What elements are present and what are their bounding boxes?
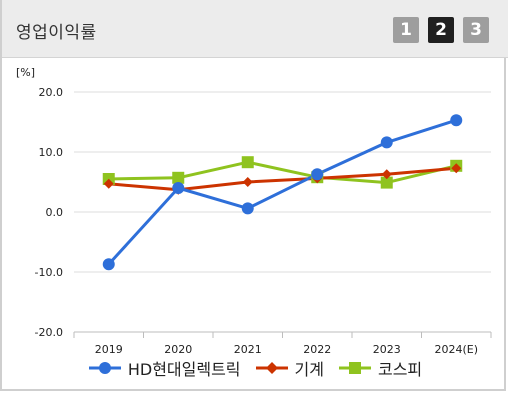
x-tick-label: 2021 bbox=[234, 343, 262, 356]
y-tick-label: 10.0 bbox=[39, 146, 64, 159]
legend-item-series-1: 기계 bbox=[255, 356, 324, 380]
chart-panel: 영업이익률 1 2 3 bbox=[0, 0, 508, 391]
panel-title: 영업이익률 bbox=[16, 23, 97, 43]
chart-legend: HD현대일렉트릭 기계 코스피 bbox=[0, 356, 510, 380]
square-marker-icon bbox=[338, 362, 371, 374]
tab-2[interactable]: 2 bbox=[428, 17, 454, 43]
data-point bbox=[450, 114, 463, 127]
x-tick-label: 2023 bbox=[373, 343, 401, 356]
tab-1[interactable]: 1 bbox=[393, 17, 419, 43]
tab-3[interactable]: 3 bbox=[463, 17, 489, 43]
legend-label: HD현대일렉트릭 bbox=[127, 360, 241, 379]
y-tick-label: 0.0 bbox=[46, 206, 64, 219]
data-point bbox=[380, 136, 393, 149]
data-point bbox=[241, 202, 254, 215]
legend-item-series-0: HD현대일렉트릭 bbox=[88, 356, 241, 380]
series-line bbox=[107, 118, 457, 266]
data-point bbox=[311, 168, 324, 181]
page-tabs: 1 2 3 bbox=[393, 17, 489, 43]
circle-marker-icon bbox=[88, 362, 121, 374]
data-point bbox=[172, 171, 185, 184]
x-tick-label: 2020 bbox=[164, 343, 192, 356]
x-tick-label: 2024(E) bbox=[434, 343, 478, 356]
data-point bbox=[172, 182, 185, 194]
y-tick-label: -10.0 bbox=[35, 266, 63, 279]
data-point bbox=[380, 176, 393, 189]
panel-header: 영업이익률 1 2 3 bbox=[2, 0, 508, 58]
legend-item-series-2: 코스피 bbox=[338, 356, 422, 380]
x-tick-label: 2019 bbox=[95, 343, 123, 356]
y-tick-label: 20.0 bbox=[39, 86, 64, 99]
data-point bbox=[241, 156, 254, 169]
series-line bbox=[108, 160, 457, 185]
diamond-marker-icon bbox=[255, 362, 288, 374]
y-tick-label: -20.0 bbox=[35, 326, 63, 339]
data-point bbox=[103, 178, 114, 189]
y-unit-label: [%] bbox=[16, 66, 35, 79]
x-tick-label: 2022 bbox=[303, 343, 331, 356]
data-point bbox=[381, 169, 392, 180]
data-point bbox=[102, 258, 115, 271]
legend-label: 코스피 bbox=[377, 360, 423, 379]
series-line bbox=[108, 166, 457, 192]
legend-label: 기계 bbox=[294, 360, 324, 379]
data-point bbox=[242, 177, 253, 187]
data-point bbox=[451, 163, 462, 174]
